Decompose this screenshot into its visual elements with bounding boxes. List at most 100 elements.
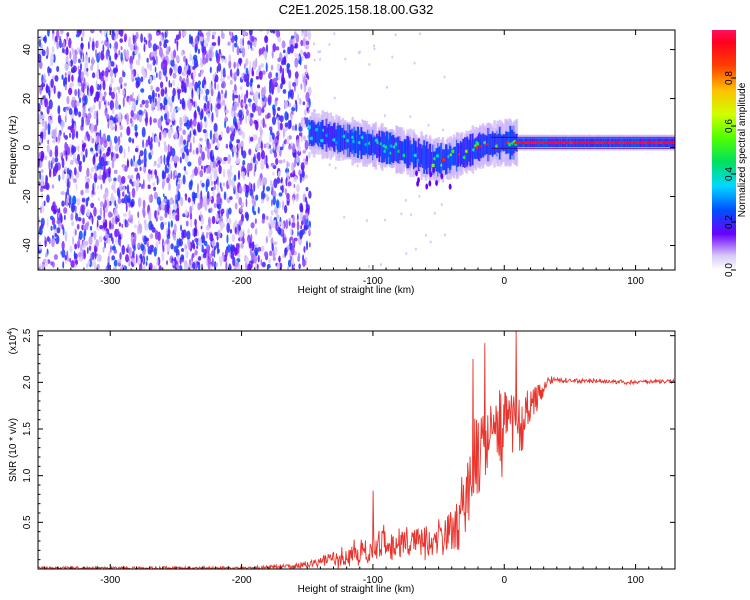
noise-speck (367, 265, 370, 269)
noise-speck (440, 173, 444, 180)
ridge-body (341, 127, 344, 151)
noise-speck (262, 177, 268, 186)
noise-speck (129, 117, 133, 124)
noise-speck (286, 136, 290, 145)
noise-speck (141, 183, 143, 190)
noise-speck (300, 83, 303, 90)
noise-speck (277, 221, 282, 226)
noise-speck (207, 138, 209, 150)
noise-speck (432, 167, 436, 174)
noise-speck (173, 233, 177, 242)
noise-speck (294, 123, 298, 132)
noise-speck (73, 107, 79, 116)
noise-speck (293, 103, 296, 109)
noise-speck (427, 123, 430, 127)
noise-speck (109, 69, 114, 78)
noise-speck (128, 191, 131, 198)
noise-speck (261, 219, 265, 224)
noise-speck (88, 245, 92, 251)
noise-speck (90, 252, 93, 263)
noise-speck (65, 191, 68, 200)
noise-speck (290, 89, 294, 100)
noise-speck (269, 129, 273, 136)
noise-speck (80, 151, 84, 157)
noise-speck (180, 50, 184, 57)
noise-speck (298, 59, 302, 65)
noise-speck (419, 32, 422, 36)
ridge-body (399, 140, 402, 161)
noise-speck (228, 217, 232, 225)
noise-speck (152, 60, 156, 66)
colorbar-tick-label: 0.0 (724, 263, 735, 277)
noise-speck (124, 219, 127, 228)
noise-speck (239, 128, 243, 136)
noise-speck (284, 247, 286, 259)
noise-speck (169, 146, 173, 153)
ridge-core (629, 141, 632, 145)
noise-speck (283, 100, 289, 109)
ridge-body (389, 132, 392, 165)
noise-speck (228, 207, 232, 215)
noise-speck (117, 174, 122, 183)
noise-speck (245, 198, 248, 208)
noise-speck (257, 106, 262, 117)
noise-speck (91, 215, 94, 225)
noise-speck (156, 163, 161, 168)
ridge-body (374, 137, 377, 155)
noise-speck (242, 237, 245, 245)
noise-speck (245, 109, 249, 117)
noise-speck (191, 254, 193, 263)
noise-speck (89, 172, 93, 180)
noise-speck (195, 224, 197, 236)
noise-speck (71, 99, 76, 108)
noise-speck (295, 156, 300, 163)
noise-speck (90, 202, 95, 209)
noise-speck (206, 244, 211, 253)
noise-speck (125, 254, 130, 263)
noise-speck (297, 150, 302, 156)
noise-speck (174, 170, 177, 176)
noise-speck (210, 187, 214, 192)
noise-speck (164, 86, 168, 95)
ridge-core (580, 141, 584, 145)
noise-speck (97, 185, 99, 190)
noise-speck (279, 146, 284, 151)
ridge-core (673, 141, 675, 145)
noise-speck (52, 75, 55, 80)
noise-speck (117, 262, 122, 267)
noise-speck (179, 196, 184, 207)
noise-speck (300, 39, 304, 47)
noise-speck (110, 77, 114, 84)
noise-speck (115, 92, 118, 102)
noise-speck (201, 69, 204, 76)
noise-speck (222, 182, 226, 187)
noise-speck (78, 97, 82, 103)
noise-speck (433, 211, 436, 215)
noise-speck (196, 230, 199, 237)
noise-speck (98, 51, 101, 60)
noise-speck (87, 177, 90, 184)
noise-speck (268, 112, 271, 119)
noise-speck (273, 219, 277, 224)
noise-speck (272, 30, 276, 34)
noise-speck (91, 251, 95, 261)
noise-speck (216, 185, 219, 193)
ridge-body (484, 134, 488, 156)
noise-speck (135, 132, 138, 138)
noise-speck (252, 241, 255, 250)
noise-speck (217, 62, 222, 72)
noise-speck (300, 137, 303, 143)
noise-speck (100, 146, 105, 152)
ridge-core (609, 141, 612, 145)
noise-speck (157, 96, 162, 102)
noise-speck (46, 46, 49, 56)
noise-speck (187, 99, 191, 109)
noise-speck (74, 253, 78, 259)
ridge-body (343, 130, 347, 150)
noise-speck (87, 41, 90, 50)
x-tick-label: 100 (627, 575, 644, 586)
noise-speck (170, 82, 173, 88)
ridge-core (529, 141, 533, 145)
snr-y-axis-label: SNR (10 * v/v) (8, 418, 19, 482)
noise-speck (128, 247, 132, 256)
